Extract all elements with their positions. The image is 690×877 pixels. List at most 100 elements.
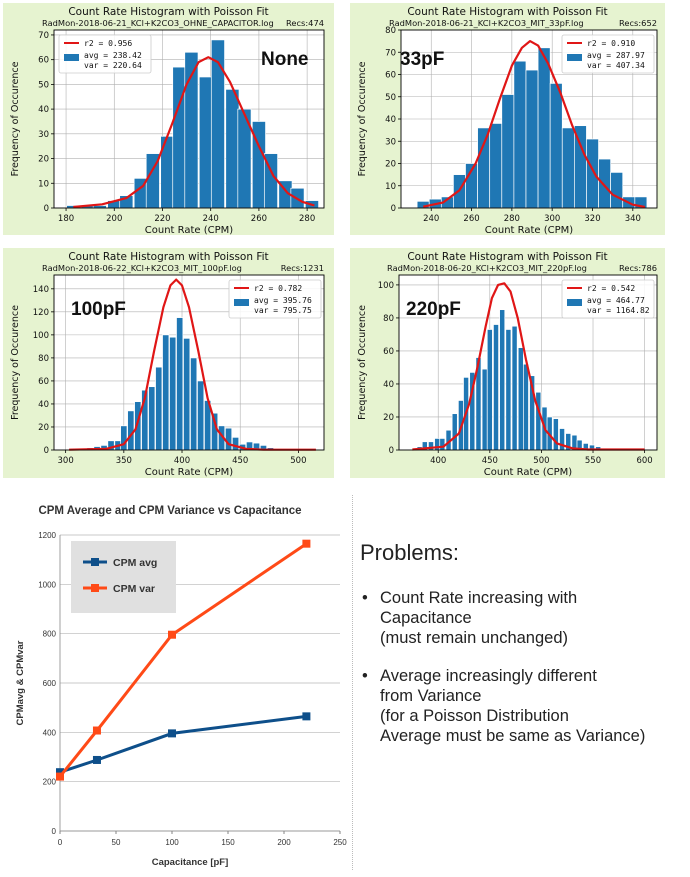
histogram-bar <box>505 329 512 451</box>
histogram-bar <box>525 69 539 209</box>
histogram-panel-33pf: Count Rate Histogram with Poisson Fit Rad… <box>350 3 665 235</box>
histogram-bar <box>552 418 559 451</box>
histogram-bar <box>523 363 529 451</box>
histogram-bar <box>162 334 170 451</box>
capacitance-tag: 220pF <box>406 299 461 320</box>
histogram-bar <box>561 127 575 209</box>
x-tick-label: 600 <box>636 456 652 466</box>
x-tick-label: 500 <box>290 456 306 466</box>
y-tick-label: 120 <box>33 308 49 318</box>
x-tick-label: 340 <box>625 214 641 224</box>
histogram-panel-100pf: Count Rate Histogram with Poisson Fit Rad… <box>3 248 334 478</box>
y-tick-label: 600 <box>43 679 57 688</box>
x-tick-label: 260 <box>463 214 479 224</box>
x-axis-label: Count Rate (CPM) <box>484 467 573 478</box>
histogram-bar <box>489 123 503 209</box>
capacitance-tag: 100pF <box>71 299 126 320</box>
poisson-fit-line <box>422 39 646 208</box>
legend-label: CPM var <box>113 583 155 595</box>
legend-label: r2 = 0.782 <box>254 284 302 293</box>
y-axis-label: CPMavg & CPMvar <box>15 640 26 725</box>
problem-text: Average must be same as Variance) <box>380 727 646 745</box>
series-line <box>59 714 307 774</box>
x-axis-label: Count Rate (CPM) <box>145 467 234 478</box>
x-tick-label: 100 <box>165 838 179 847</box>
legend-label: var = 220.64 <box>84 61 142 70</box>
x-tick-label: 150 <box>221 838 235 847</box>
histogram-bar <box>169 336 177 451</box>
legend-marker-swatch <box>91 558 99 566</box>
histogram-bar <box>537 47 551 209</box>
plot-frame <box>53 274 325 451</box>
histogram-bar <box>481 368 488 451</box>
x-tick-label: 450 <box>482 456 498 466</box>
histogram-panel-none: Count Rate Histogram with Poisson Fit Rad… <box>3 3 334 235</box>
x-tick-label: 50 <box>112 838 121 847</box>
histogram-chart-none: Count Rate Histogram with Poisson FitRad… <box>10 6 325 235</box>
y-tick-label: 100 <box>378 281 394 291</box>
x-tick-label: 240 <box>203 214 219 224</box>
y-tick-label: 140 <box>33 285 49 295</box>
y-tick-label: 70 <box>38 31 49 41</box>
y-tick-label: 0 <box>389 446 394 456</box>
histogram-bar <box>549 83 563 209</box>
y-tick-label: 50 <box>38 80 49 90</box>
x-tick-label: 200 <box>106 214 122 224</box>
legend-box <box>58 34 152 74</box>
x-tick-label: 300 <box>58 456 74 466</box>
x-tick-label: 500 <box>533 456 549 466</box>
chart-subtitle: RadMon-2018-06-21_KCl+K2CO3_MIT_33pF.log <box>389 18 584 28</box>
legend-marker-swatch <box>91 584 99 592</box>
y-tick-label: 400 <box>43 728 57 737</box>
plot-frame <box>398 274 658 451</box>
poisson-fit-line <box>69 278 316 451</box>
histogram-bar <box>610 172 624 209</box>
chart-title: Count Rate Histogram with Poisson Fit <box>407 6 607 18</box>
legend-label: r2 = 0.956 <box>84 39 132 48</box>
histogram-bar <box>586 138 599 209</box>
histogram-bar <box>197 380 205 451</box>
series-marker <box>56 768 64 777</box>
x-tick-label: 180 <box>58 214 74 224</box>
panel-divider <box>352 495 353 870</box>
x-tick-label: 400 <box>174 456 190 466</box>
problem-item: Average increasingly different from Vari… <box>362 666 688 746</box>
series-marker <box>168 630 176 639</box>
x-tick-label: 300 <box>544 214 560 224</box>
legend-label: r2 = 0.910 <box>587 39 635 48</box>
problems-heading: Problems: <box>360 540 460 565</box>
y-tick-label: 0 <box>44 204 49 214</box>
x-axis-label: Count Rate (CPM) <box>485 225 574 235</box>
legend-bar-swatch <box>64 54 79 61</box>
y-tick-label: 60 <box>385 71 396 81</box>
histogram-bar <box>190 357 198 451</box>
y-tick-label: 10 <box>385 182 396 192</box>
series-marker <box>92 755 101 764</box>
histogram-bar <box>517 347 524 451</box>
legend-label: r2 = 0.542 <box>587 284 635 293</box>
plot-frame <box>400 29 658 209</box>
histogram-chart-33pf: Count Rate Histogram with Poisson FitRad… <box>357 6 658 235</box>
legend-label: avg = 238.42 <box>84 51 142 60</box>
histogram-bar <box>198 76 213 209</box>
y-tick-label: 30 <box>38 130 49 140</box>
y-tick-label: 60 <box>38 56 49 66</box>
y-tick-label: 50 <box>385 93 396 103</box>
plot-frame <box>53 29 325 209</box>
histogram-bar <box>120 425 128 451</box>
histogram-bar <box>176 317 184 451</box>
capacitance-tag: 33pF <box>400 49 444 70</box>
records-label: Recs:786 <box>619 263 657 273</box>
histogram-bar <box>172 66 187 209</box>
legend-box <box>228 279 322 319</box>
x-tick-label: 220 <box>154 214 170 224</box>
y-tick-label: 80 <box>383 314 394 324</box>
capacitance-tag: None <box>261 49 309 70</box>
y-tick-label: 800 <box>43 630 57 639</box>
histogram-bar <box>574 125 587 209</box>
chart-title: Count Rate Histogram with Poisson Fit <box>407 251 607 263</box>
cpm-vs-capacitance-chart: CPM Average and CPM Variance vs Capacita… <box>15 505 347 868</box>
histogram-bar <box>225 88 240 209</box>
series-marker <box>56 772 64 781</box>
x-tick-label: 240 <box>423 214 439 224</box>
